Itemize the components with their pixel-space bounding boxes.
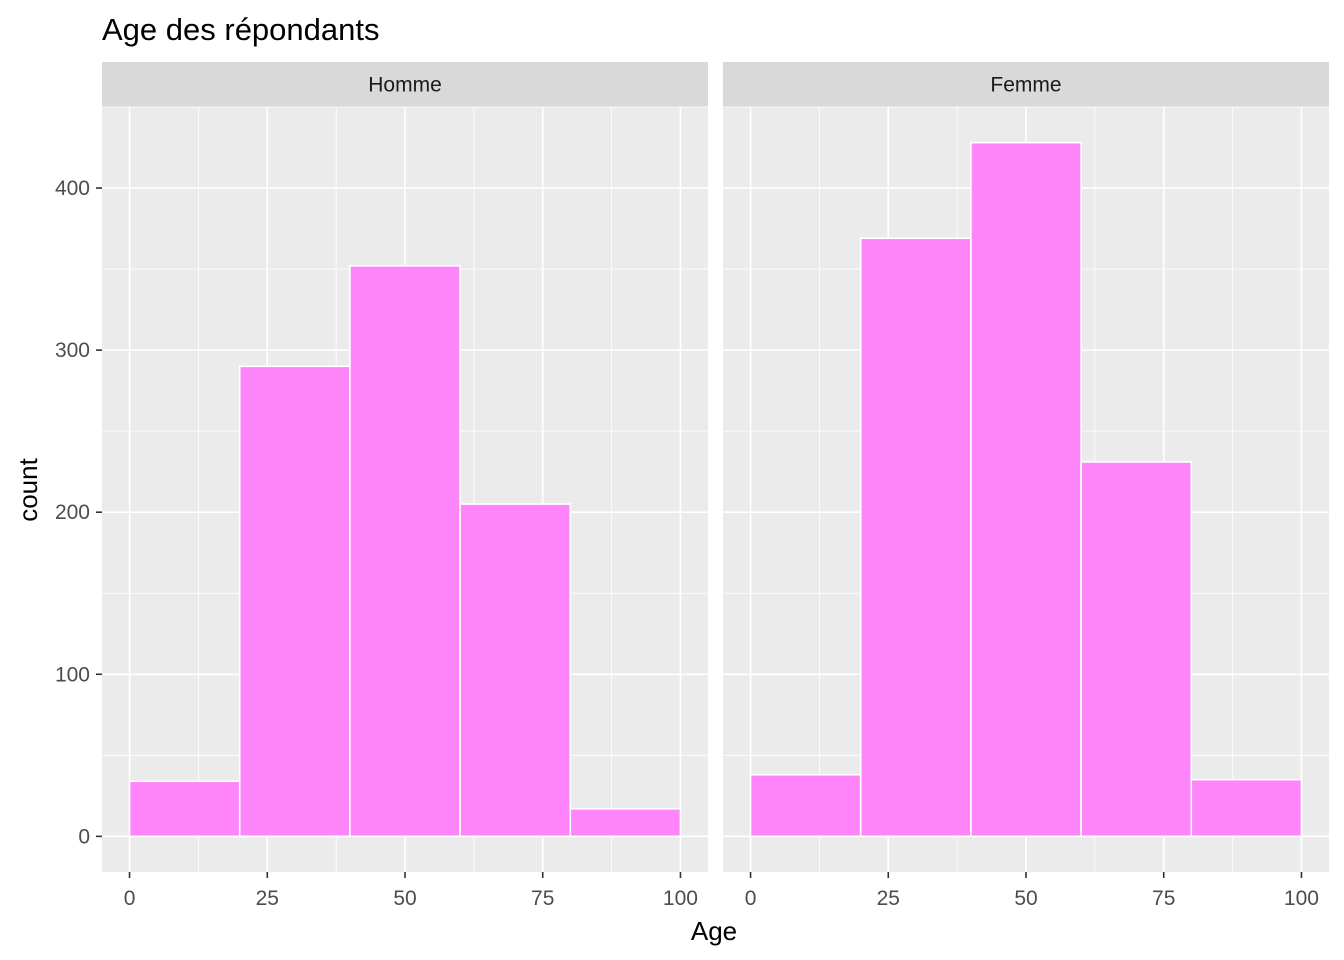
x-tick-label: 0 (745, 887, 757, 910)
histogram-bar (1190, 778, 1303, 838)
chart-title: Age des répondants (102, 12, 380, 47)
facet-panels: Homme 0 25 50 75 100 Femme 0 25 50 75 100 (102, 62, 1329, 910)
histogram-bar (970, 141, 1082, 838)
x-tick-label: 50 (1014, 887, 1037, 910)
facet-strip-label: Homme (368, 74, 442, 97)
facet-strip (723, 62, 1329, 107)
histogram-bar (569, 807, 682, 838)
y-tick-label: 300 (55, 339, 90, 362)
x-tick-label: 100 (663, 887, 698, 910)
x-tick-label: 75 (1152, 887, 1175, 910)
y-tick-label: 200 (55, 501, 90, 524)
histogram-bar (1080, 461, 1193, 838)
x-tick-label: 0 (124, 887, 136, 910)
histogram-bar (859, 237, 972, 838)
histogram-bar (349, 265, 461, 838)
facet-panel-homme: Homme 0 25 50 75 100 (102, 62, 708, 910)
x-axis-label: Age (691, 916, 737, 946)
histogram-bar (459, 503, 572, 838)
histogram-bar (128, 780, 241, 838)
histogram-bar (749, 773, 862, 838)
y-axis: 0 100 200 300 400 (55, 177, 102, 848)
y-tick-label: 100 (55, 663, 90, 686)
x-tick-label: 100 (1284, 887, 1319, 910)
x-tick-label: 25 (877, 887, 900, 910)
facet-strip (102, 62, 708, 107)
facet-strip-label: Femme (990, 74, 1061, 97)
y-axis-label: count (13, 457, 43, 521)
x-tick-label: 50 (393, 887, 416, 910)
x-tick-label: 25 (256, 887, 279, 910)
y-tick-label: 0 (78, 825, 90, 848)
facet-panel-femme: Femme 0 25 50 75 100 (723, 62, 1329, 910)
x-tick-label: 75 (531, 887, 554, 910)
y-tick-label: 400 (55, 177, 90, 200)
histogram-bar (238, 365, 351, 838)
